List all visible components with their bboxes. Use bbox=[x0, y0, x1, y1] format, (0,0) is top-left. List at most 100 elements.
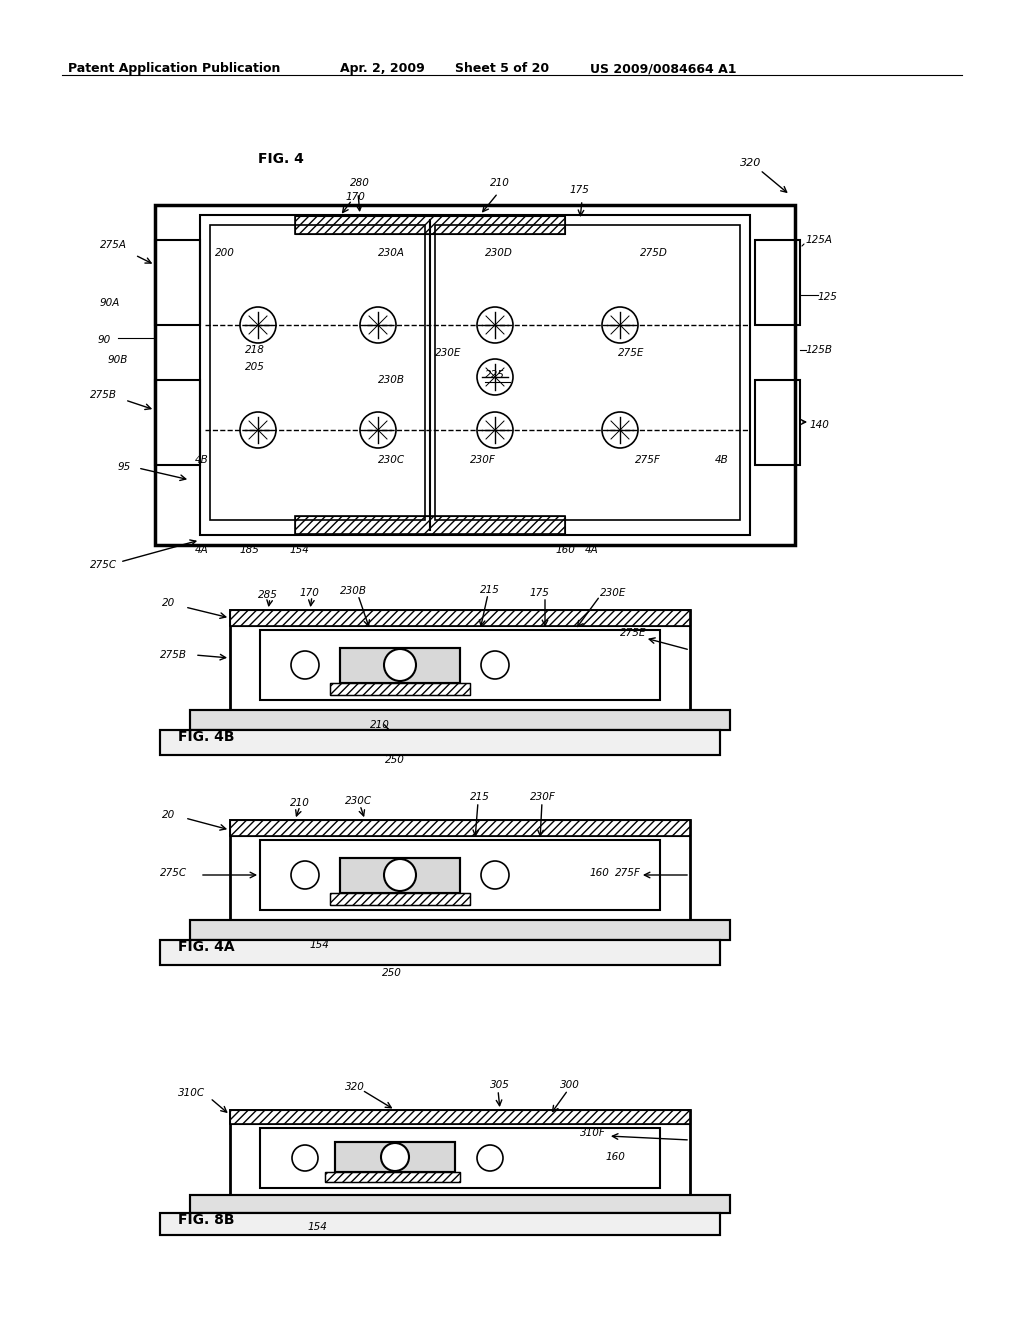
Text: Sheet 5 of 20: Sheet 5 of 20 bbox=[455, 62, 549, 75]
Bar bbox=[155, 240, 200, 325]
Bar bbox=[335, 1142, 455, 1172]
Text: FIG. 4A: FIG. 4A bbox=[178, 940, 234, 954]
Text: 230E: 230E bbox=[435, 348, 462, 358]
Bar bbox=[160, 1213, 720, 1236]
Text: 275E: 275E bbox=[620, 628, 646, 638]
Bar bbox=[335, 1142, 455, 1172]
Text: 215: 215 bbox=[470, 792, 489, 803]
Text: 285: 285 bbox=[258, 590, 278, 601]
Bar bbox=[155, 380, 200, 465]
Bar bbox=[230, 820, 690, 836]
Bar bbox=[330, 894, 470, 906]
Text: 154: 154 bbox=[308, 1222, 328, 1232]
Text: 275B: 275B bbox=[160, 649, 187, 660]
Text: 20: 20 bbox=[162, 598, 175, 609]
Bar bbox=[330, 682, 470, 696]
Bar bbox=[160, 730, 720, 755]
Text: 4A: 4A bbox=[585, 545, 599, 554]
Bar bbox=[330, 894, 470, 906]
Bar bbox=[160, 1213, 720, 1236]
Text: 210: 210 bbox=[290, 799, 310, 808]
Text: 170: 170 bbox=[300, 587, 319, 598]
Text: 275A: 275A bbox=[100, 240, 127, 249]
Bar bbox=[230, 610, 690, 626]
Text: 310C: 310C bbox=[178, 1088, 205, 1098]
Text: 300: 300 bbox=[560, 1080, 580, 1090]
Text: 140: 140 bbox=[810, 420, 829, 430]
Text: 280: 280 bbox=[350, 178, 370, 187]
Text: 4B: 4B bbox=[195, 455, 209, 465]
Bar bbox=[295, 516, 565, 535]
Text: 200: 200 bbox=[215, 248, 234, 257]
Text: 125: 125 bbox=[818, 292, 838, 302]
Text: FIG. 4: FIG. 4 bbox=[258, 152, 304, 166]
Bar bbox=[295, 216, 565, 234]
Text: 320: 320 bbox=[740, 158, 762, 168]
Bar bbox=[340, 648, 460, 682]
Bar bbox=[260, 840, 660, 909]
Bar bbox=[190, 710, 730, 730]
Circle shape bbox=[384, 649, 416, 681]
Text: Patent Application Publication: Patent Application Publication bbox=[68, 62, 281, 75]
Bar bbox=[330, 682, 470, 696]
Bar bbox=[325, 1172, 460, 1181]
Bar bbox=[190, 710, 730, 730]
Text: 230A: 230A bbox=[378, 248, 406, 257]
Bar bbox=[230, 1110, 690, 1125]
Text: 210: 210 bbox=[370, 719, 390, 730]
Bar bbox=[260, 1129, 660, 1188]
Text: 275C: 275C bbox=[160, 869, 187, 878]
Bar bbox=[160, 940, 720, 965]
Text: 225: 225 bbox=[485, 370, 505, 380]
Bar bbox=[190, 1195, 730, 1213]
Text: 275D: 275D bbox=[640, 248, 668, 257]
Text: 230B: 230B bbox=[378, 375, 406, 385]
Text: Apr. 2, 2009: Apr. 2, 2009 bbox=[340, 62, 425, 75]
Text: 185: 185 bbox=[240, 545, 260, 554]
Bar bbox=[340, 858, 460, 894]
Text: 4B: 4B bbox=[715, 455, 729, 465]
Bar bbox=[160, 730, 720, 755]
Bar bbox=[295, 516, 565, 535]
Text: 20: 20 bbox=[162, 810, 175, 820]
Text: 310F: 310F bbox=[580, 1129, 606, 1138]
Bar bbox=[340, 858, 460, 894]
Bar bbox=[755, 240, 800, 325]
Text: 160: 160 bbox=[555, 545, 574, 554]
Bar bbox=[340, 648, 460, 682]
Text: 275E: 275E bbox=[618, 348, 644, 358]
Circle shape bbox=[384, 859, 416, 891]
Text: 4A: 4A bbox=[195, 545, 209, 554]
Bar bbox=[755, 380, 800, 465]
Text: 210: 210 bbox=[490, 178, 510, 187]
Text: 90B: 90B bbox=[108, 355, 128, 366]
Bar bbox=[260, 630, 660, 700]
Text: 305: 305 bbox=[490, 1080, 510, 1090]
Text: 230C: 230C bbox=[378, 455, 406, 465]
Text: 90A: 90A bbox=[100, 298, 121, 308]
Bar bbox=[230, 1110, 690, 1195]
Text: 230F: 230F bbox=[470, 455, 496, 465]
Text: 250: 250 bbox=[385, 755, 404, 766]
Text: 205: 205 bbox=[245, 362, 265, 372]
Text: 154: 154 bbox=[290, 545, 310, 554]
Text: 275B: 275B bbox=[90, 389, 117, 400]
Text: 160: 160 bbox=[590, 869, 610, 878]
Bar bbox=[160, 940, 720, 965]
Bar bbox=[325, 1172, 460, 1181]
Bar bbox=[435, 224, 740, 520]
Text: 154: 154 bbox=[310, 940, 330, 950]
Circle shape bbox=[381, 1143, 409, 1171]
Text: 320: 320 bbox=[345, 1082, 365, 1092]
Bar bbox=[190, 920, 730, 940]
Text: 218: 218 bbox=[245, 345, 265, 355]
Bar bbox=[190, 1195, 730, 1213]
Bar bbox=[190, 920, 730, 940]
Text: 275C: 275C bbox=[90, 560, 117, 570]
Text: 275F: 275F bbox=[635, 455, 660, 465]
Bar bbox=[155, 205, 795, 545]
Text: 125A: 125A bbox=[806, 235, 833, 246]
Text: FIG. 4B: FIG. 4B bbox=[178, 730, 234, 744]
Text: 90: 90 bbox=[98, 335, 112, 345]
Bar bbox=[230, 1110, 690, 1125]
